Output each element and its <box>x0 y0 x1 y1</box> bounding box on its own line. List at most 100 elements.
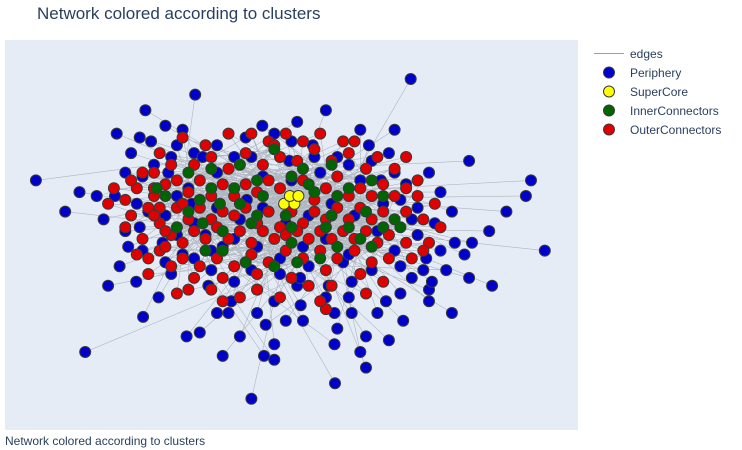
node-outer-connectors-152[interactable] <box>314 295 327 308</box>
node-outer-connectors-95[interactable] <box>216 271 229 284</box>
node-inner-connectors-35[interactable] <box>291 256 304 269</box>
legend-item-outer-connectors[interactable]: OuterConnectors <box>590 120 721 139</box>
node-periphery-39[interactable] <box>382 147 395 160</box>
node-periphery-146[interactable] <box>380 295 392 308</box>
node-periphery-27[interactable] <box>268 338 281 351</box>
node-outer-connectors-130[interactable] <box>107 182 120 195</box>
node-periphery-62[interactable] <box>342 158 355 171</box>
node-periphery-66[interactable] <box>411 229 424 241</box>
node-outer-connectors-135[interactable] <box>411 174 424 187</box>
node-periphery-12[interactable] <box>463 271 476 284</box>
node-outer-connectors-119[interactable] <box>302 279 315 292</box>
node-periphery-36[interactable] <box>486 279 499 292</box>
node-outer-connectors-137[interactable] <box>314 127 327 140</box>
node-periphery-97[interactable] <box>423 295 435 308</box>
node-outer-connectors-81[interactable] <box>360 162 372 175</box>
node-outer-connectors-144[interactable] <box>165 260 178 273</box>
node-outer-connectors-114[interactable] <box>371 151 384 163</box>
node-outer-connectors-142[interactable] <box>274 291 286 304</box>
node-outer-connectors-115[interactable] <box>388 162 401 175</box>
node-inner-connectors-20[interactable] <box>314 252 327 265</box>
node-outer-connectors-39[interactable] <box>377 205 390 218</box>
node-periphery-140[interactable] <box>388 123 401 136</box>
node-inner-connectors-9[interactable] <box>377 190 390 202</box>
node-outer-connectors-107[interactable] <box>199 139 212 152</box>
node-inner-connectors-25[interactable] <box>325 158 338 171</box>
node-inner-connectors-42[interactable] <box>325 209 338 222</box>
node-periphery-73[interactable] <box>331 322 344 335</box>
node-inner-connectors-0[interactable] <box>150 182 163 195</box>
node-outer-connectors-108[interactable] <box>222 127 235 140</box>
node-inner-connectors-46[interactable] <box>193 193 206 206</box>
node-inner-connectors-38[interactable] <box>331 190 344 202</box>
node-periphery-139[interactable] <box>354 123 367 136</box>
node-inner-connectors-26[interactable] <box>268 143 281 156</box>
node-outer-connectors-102[interactable] <box>205 283 218 296</box>
node-outer-connectors-128[interactable] <box>159 240 172 253</box>
node-periphery-105[interactable] <box>205 264 218 277</box>
node-outer-connectors-26[interactable] <box>228 209 241 222</box>
node-inner-connectors-7[interactable] <box>342 182 355 195</box>
node-outer-connectors-18[interactable] <box>365 190 378 202</box>
node-periphery-166[interactable] <box>268 353 281 366</box>
node-periphery-8[interactable] <box>500 205 513 218</box>
node-periphery-33[interactable] <box>463 154 476 167</box>
node-outer-connectors-73[interactable] <box>222 162 235 175</box>
legend-item-periphery[interactable]: Periphery <box>590 63 721 82</box>
node-outer-connectors-6[interactable] <box>216 178 229 191</box>
node-outer-connectors-42[interactable] <box>188 225 201 238</box>
node-periphery-41[interactable] <box>354 346 367 358</box>
node-outer-connectors-68[interactable] <box>331 252 344 265</box>
node-periphery-54[interactable] <box>113 260 126 273</box>
node-periphery-50[interactable] <box>145 135 158 148</box>
node-outer-connectors-48[interactable] <box>256 225 269 238</box>
node-outer-connectors-70[interactable] <box>365 256 378 269</box>
node-periphery-46[interactable] <box>216 349 229 362</box>
node-periphery-44[interactable] <box>259 318 272 331</box>
node-inner-connectors-8[interactable] <box>354 232 367 245</box>
node-outer-connectors-88[interactable] <box>400 182 413 195</box>
node-periphery-22[interactable] <box>152 291 165 304</box>
node-periphery-148[interactable] <box>328 338 341 351</box>
node-inner-connectors-45[interactable] <box>205 182 218 195</box>
node-outer-connectors-92[interactable] <box>400 236 413 249</box>
node-super-core-3[interactable] <box>292 190 305 202</box>
node-inner-connectors-6[interactable] <box>319 221 332 234</box>
node-inner-connectors-18[interactable] <box>239 256 252 269</box>
node-outer-connectors-113[interactable] <box>417 213 430 226</box>
node-inner-connectors-39[interactable] <box>365 174 378 187</box>
node-outer-connectors-129[interactable] <box>125 174 138 187</box>
node-outer-connectors-148[interactable] <box>348 135 361 148</box>
node-periphery-69[interactable] <box>405 271 418 284</box>
node-periphery-10[interactable] <box>538 244 551 257</box>
node-periphery-28[interactable] <box>294 299 307 312</box>
node-inner-connectors-32[interactable] <box>251 209 264 222</box>
node-periphery-16[interactable] <box>245 392 258 405</box>
node-periphery-52[interactable] <box>90 190 103 202</box>
node-inner-connectors-34[interactable] <box>216 244 229 257</box>
node-outer-connectors-46[interactable] <box>233 225 246 238</box>
node-periphery-68[interactable] <box>417 264 430 277</box>
node-outer-connectors-146[interactable] <box>417 244 430 257</box>
node-outer-connectors-98[interactable] <box>319 264 332 277</box>
node-periphery-14[interactable] <box>329 377 341 390</box>
node-outer-connectors-72[interactable] <box>205 151 218 163</box>
node-periphery-98[interactable] <box>371 307 384 319</box>
node-outer-connectors-19[interactable] <box>377 178 390 191</box>
node-periphery-96[interactable] <box>440 264 453 277</box>
node-outer-connectors-136[interactable] <box>405 252 418 265</box>
node-outer-connectors-97[interactable] <box>285 271 298 284</box>
node-inner-connectors-43[interactable] <box>279 209 292 222</box>
node-outer-connectors-89[interactable] <box>400 205 413 218</box>
node-periphery-67[interactable] <box>434 244 447 257</box>
node-periphery-155[interactable] <box>130 197 143 210</box>
node-periphery-53[interactable] <box>97 213 110 226</box>
node-outer-connectors-123[interactable] <box>360 287 372 300</box>
node-periphery-138[interactable] <box>319 104 332 117</box>
node-outer-connectors-62[interactable] <box>228 260 241 273</box>
node-outer-connectors-99[interactable] <box>354 268 367 280</box>
node-periphery-45[interactable] <box>222 307 235 319</box>
node-outer-connectors-3[interactable] <box>182 186 195 199</box>
node-periphery-9[interactable] <box>519 190 532 202</box>
node-outer-connectors-17[interactable] <box>354 182 367 195</box>
